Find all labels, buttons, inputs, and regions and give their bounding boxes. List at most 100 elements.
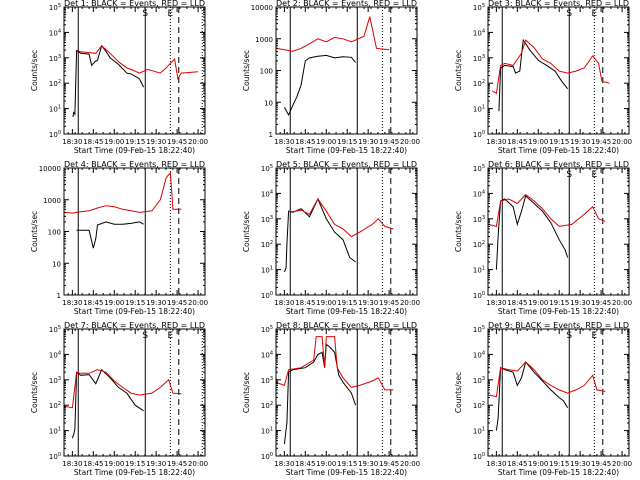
y-tick-base: 10 xyxy=(49,428,58,436)
x-tick-label: 18:45 xyxy=(295,460,315,468)
y-tick-exponent: 4 xyxy=(270,350,273,356)
panel-title: Det 8: BLACK = Events, RED = LLD xyxy=(276,321,417,330)
series-events-line xyxy=(498,38,568,112)
y-tick-exponent: 3 xyxy=(482,54,485,60)
marker-label: S xyxy=(142,331,148,341)
y-tick-base: 10 xyxy=(49,29,58,37)
y-tick-label: 104 xyxy=(473,28,485,37)
series-lld-line xyxy=(276,16,390,52)
x-tick-label: 19:15 xyxy=(549,460,569,468)
panel-det-2: Det 2: BLACK = Events, RED = LLD 1 10 100 10… xyxy=(242,0,420,155)
y-tick-base: 10 xyxy=(473,106,482,114)
y-axis-label: Counts/sec xyxy=(454,50,463,91)
y-tick-label: 101 xyxy=(473,427,485,436)
marker-label: E xyxy=(592,331,598,341)
plot-frame xyxy=(275,167,418,296)
series-events-line xyxy=(495,194,569,270)
panel-title: Det 4: BLACK = Events, RED = LLD xyxy=(64,160,205,169)
x-tick-label: 18:30 xyxy=(62,299,82,307)
y-tick-label: 104 xyxy=(473,189,485,198)
panel-title: Det 2: BLACK = Events, RED = LLD xyxy=(276,0,417,8)
panel-title: Det 3: BLACK = Events, RED = LLD xyxy=(488,0,629,8)
y-tick-exponent: 5 xyxy=(58,3,61,9)
series-events-line xyxy=(495,360,569,431)
y-tick-exponent: 4 xyxy=(270,189,273,195)
panel-title: Det 6: BLACK = Events, RED = LLD xyxy=(488,160,629,169)
y-tick-exponent: 5 xyxy=(270,164,273,170)
plot-frame xyxy=(487,328,630,457)
y-tick-exponent: 1 xyxy=(482,105,485,111)
y-axis-label: Counts/sec xyxy=(242,372,251,413)
y-tick-exponent: 2 xyxy=(482,79,485,85)
series-lld-line xyxy=(64,171,182,214)
y-tick-base: 10 xyxy=(49,106,58,114)
y-tick-label: 102 xyxy=(261,401,273,410)
y-tick-label: 104 xyxy=(473,350,485,359)
y-tick-exponent: 1 xyxy=(58,105,61,111)
y-tick-label: 104 xyxy=(261,350,273,359)
x-tick-label: 19:30 xyxy=(570,460,590,468)
y-tick-exponent: 0 xyxy=(58,452,61,458)
y-tick-label: 101 xyxy=(473,105,485,114)
series-events-line xyxy=(283,343,357,444)
y-tick-exponent: 2 xyxy=(270,401,273,407)
x-tick-label: 19:15 xyxy=(337,460,357,468)
y-tick-base: 10 xyxy=(261,241,270,249)
series-lld-line xyxy=(288,198,394,238)
y-tick-label: 103 xyxy=(473,54,485,63)
y-tick-label: 100 xyxy=(473,291,485,300)
x-axis-label: Start Time (09-Feb-15 18:22:40) xyxy=(286,146,407,155)
y-tick-label: 103 xyxy=(49,54,61,63)
x-tick-label: 19:00 xyxy=(528,138,548,146)
x-tick-label: 19:30 xyxy=(570,299,590,307)
x-tick-label: 19:15 xyxy=(549,299,569,307)
y-axis-label: Counts/sec xyxy=(242,211,251,252)
x-tick-label: 19:30 xyxy=(358,138,378,146)
y-tick-exponent: 1 xyxy=(482,427,485,433)
y-tick-base: 10 xyxy=(473,241,482,249)
panel-title: Det 5: BLACK = Events, RED = LLD xyxy=(276,160,417,169)
y-tick-exponent: 3 xyxy=(58,54,61,60)
x-axis-label: Start Time (09-Feb-15 18:22:40) xyxy=(498,146,619,155)
y-tick-label: 105 xyxy=(473,164,485,173)
x-tick-label: 19:45 xyxy=(167,138,187,146)
x-axis-label: Start Time (09-Feb-15 18:22:40) xyxy=(498,468,619,477)
y-tick-label: 100 xyxy=(261,452,273,461)
y-tick-label: 103 xyxy=(261,215,273,224)
y-tick-base: 10 xyxy=(261,165,270,173)
y-tick-exponent: 2 xyxy=(270,240,273,246)
x-tick-label: 19:45 xyxy=(591,460,611,468)
panel-title: Det 7: BLACK = Events, RED = LLD xyxy=(64,321,205,330)
series-events-line xyxy=(76,221,144,249)
x-tick-label: 19:00 xyxy=(104,460,124,468)
y-tick-base: 10 xyxy=(473,216,482,224)
y-tick-label: 10000 xyxy=(39,165,61,173)
series-lld-line xyxy=(276,336,394,391)
y-tick-exponent: 2 xyxy=(58,401,61,407)
x-tick-label: 18:45 xyxy=(295,299,315,307)
y-tick-base: 10 xyxy=(49,377,58,385)
x-tick-label: 19:00 xyxy=(104,299,124,307)
y-tick-exponent: 2 xyxy=(482,240,485,246)
series-events-line xyxy=(283,54,356,117)
panel-det-4: Det 4: BLACK = Events, RED = LLD 1 10 100 10… xyxy=(30,160,208,316)
x-axis-label: Start Time (09-Feb-15 18:22:40) xyxy=(74,468,195,477)
y-axis-label: Counts/sec xyxy=(454,372,463,413)
y-tick-exponent: 3 xyxy=(482,376,485,382)
series-lld-line xyxy=(488,361,606,398)
x-tick-label: 18:30 xyxy=(486,460,506,468)
y-tick-label: 102 xyxy=(261,240,273,249)
x-tick-label: 19:00 xyxy=(104,138,124,146)
y-tick-exponent: 0 xyxy=(270,291,273,297)
y-tick-exponent: 4 xyxy=(482,189,485,195)
y-tick-base: 10 xyxy=(261,267,270,275)
y-tick-base: 10 xyxy=(473,4,482,12)
y-tick-label: 103 xyxy=(473,215,485,224)
plot-frame xyxy=(275,328,418,457)
x-tick-label: 19:15 xyxy=(125,460,145,468)
y-tick-base: 10 xyxy=(49,55,58,63)
plot-frame xyxy=(487,6,630,135)
y-tick-exponent: 0 xyxy=(482,291,485,297)
